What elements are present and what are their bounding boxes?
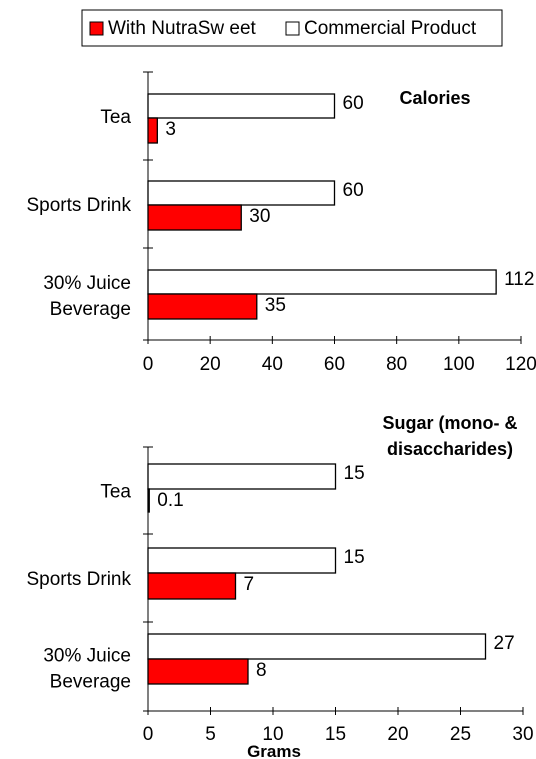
data-label-commercial: 15 bbox=[344, 547, 365, 568]
category-label: Sports Drink bbox=[26, 569, 131, 590]
category-label-line: Tea bbox=[100, 482, 131, 503]
chart-title-line: Sugar (mono- & bbox=[383, 413, 518, 433]
chart-title-line: Calories bbox=[399, 88, 470, 108]
x-tick-label: 20 bbox=[200, 354, 221, 375]
x-tick-label: 80 bbox=[386, 354, 407, 375]
data-label-commercial: 112 bbox=[504, 269, 534, 290]
category-label-line: Tea bbox=[100, 107, 131, 128]
category-label: 30% Juice Beverage bbox=[43, 273, 131, 320]
chart-title: Sugar (mono- & disaccharides) bbox=[383, 413, 518, 459]
calories-chart: Calories 0 20 40 60 80 100 120 Tea Sports Drink 30… bbox=[26, 71, 536, 375]
x-tick-label: 15 bbox=[325, 724, 346, 745]
bar-commercial bbox=[147, 269, 497, 295]
category-label: Sports Drink bbox=[26, 195, 131, 216]
legend-label-nutrasweet: With NutraSw eet bbox=[108, 18, 257, 39]
bar-nutrasweet bbox=[147, 572, 237, 600]
data-label-nutrasweet: 7 bbox=[244, 574, 255, 595]
data-label-nutrasweet: 30 bbox=[249, 206, 270, 227]
bar-commercial bbox=[147, 463, 337, 490]
x-tick-label: 60 bbox=[324, 354, 345, 375]
data-label-nutrasweet: 8 bbox=[256, 660, 267, 681]
x-tick-label: 0 bbox=[143, 354, 154, 375]
bar-commercial bbox=[147, 93, 336, 119]
bar-commercial bbox=[147, 547, 337, 574]
sugar-chart: Sugar (mono- & disaccharides) 0 5 10 15 20 25 30… bbox=[26, 413, 533, 759]
data-label-commercial: 60 bbox=[343, 180, 364, 201]
x-tick-label: 20 bbox=[387, 724, 408, 745]
chart-title: Calories bbox=[399, 88, 470, 108]
bar-nutrasweet bbox=[147, 204, 242, 231]
bar-commercial bbox=[147, 180, 336, 206]
category-label-line: 30% Juice bbox=[43, 273, 131, 294]
data-label-commercial: 60 bbox=[343, 93, 364, 114]
category-label-line: 30% Juice bbox=[43, 646, 131, 667]
x-tick-label: 0 bbox=[143, 724, 154, 745]
data-label-nutrasweet: 3 bbox=[165, 119, 176, 140]
chart-title-line: disaccharides) bbox=[387, 439, 513, 459]
x-axis-label: Grams bbox=[247, 742, 301, 759]
x-tick-label: 120 bbox=[505, 354, 536, 375]
data-label-nutrasweet: 35 bbox=[265, 295, 286, 316]
category-label: 30% Juice Beverage bbox=[43, 646, 131, 693]
data-label-commercial: 15 bbox=[344, 463, 365, 484]
x-tick-label: 5 bbox=[205, 724, 216, 745]
x-tick-label: 30 bbox=[512, 724, 533, 745]
bar-nutrasweet bbox=[147, 117, 158, 144]
bar-nutrasweet bbox=[147, 293, 258, 320]
category-label-line: Beverage bbox=[50, 672, 131, 693]
legend-swatch-commercial bbox=[285, 21, 300, 36]
x-tick-label: 10 bbox=[262, 724, 283, 745]
bar-commercial bbox=[147, 633, 487, 660]
category-label-line: Sports Drink bbox=[26, 569, 131, 590]
category-label-line: Beverage bbox=[50, 299, 131, 320]
bar-nutrasweet bbox=[147, 488, 150, 513]
bar-nutrasweet bbox=[147, 658, 249, 685]
category-label: Tea bbox=[100, 482, 131, 503]
data-label-commercial: 27 bbox=[494, 633, 515, 654]
x-tick-label: 40 bbox=[262, 354, 283, 375]
legend-swatch-nutrasweet bbox=[89, 21, 104, 36]
category-label-line: Sports Drink bbox=[26, 195, 131, 216]
legend: With NutraSw eet Commercial Product bbox=[81, 9, 503, 47]
data-label-nutrasweet: 0.1 bbox=[157, 490, 183, 511]
x-tick-label: 25 bbox=[450, 724, 471, 745]
x-tick-label: 100 bbox=[443, 354, 475, 375]
legend-label-commercial: Commercial Product bbox=[304, 18, 477, 39]
category-label: Tea bbox=[100, 107, 131, 128]
